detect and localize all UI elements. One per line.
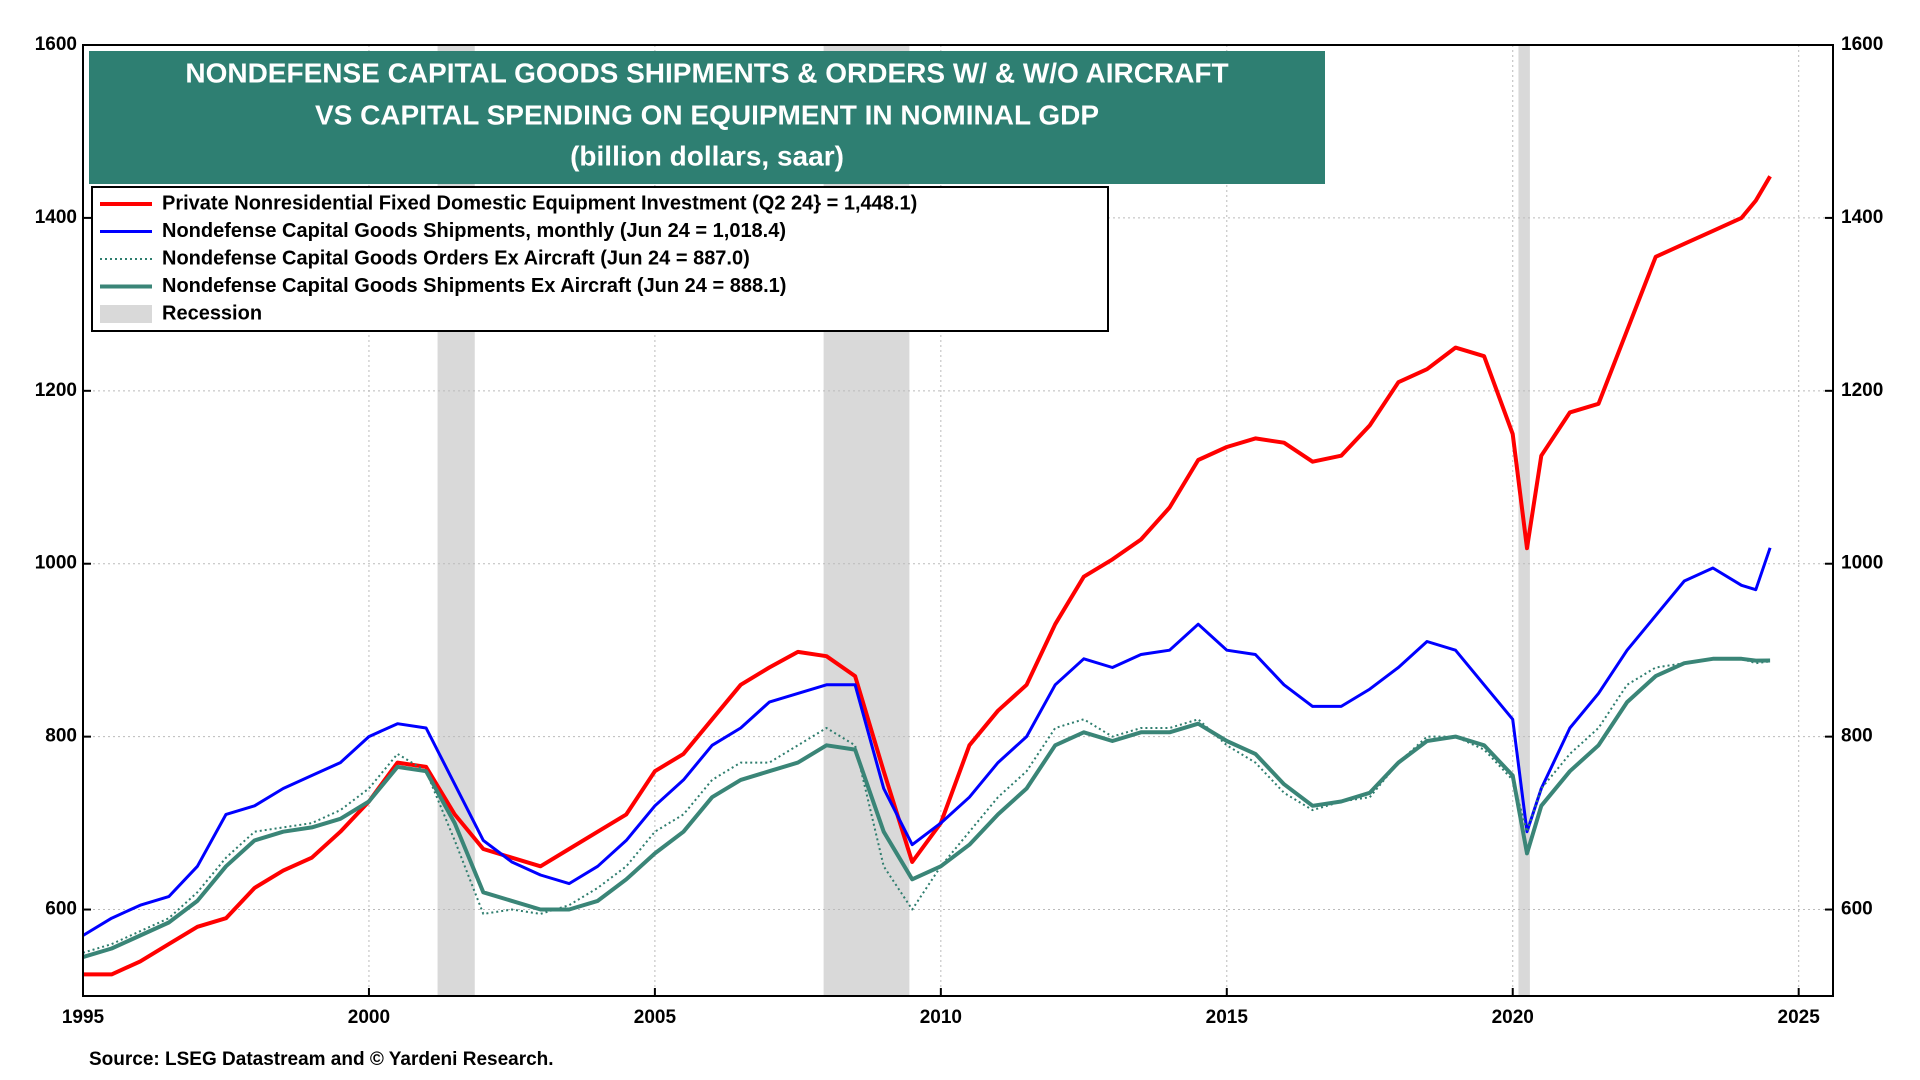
chart-title: VS CAPITAL SPENDING ON EQUIPMENT IN NOMI… bbox=[315, 99, 1099, 130]
chart-subtitle: (billion dollars, saar) bbox=[570, 140, 844, 171]
title-box bbox=[89, 51, 1325, 184]
y-tick-label: 800 bbox=[45, 726, 77, 747]
y2-tick-label: 1000 bbox=[1841, 553, 1883, 574]
x-tick-label: 1995 bbox=[62, 1007, 105, 1028]
y-tick-label: 600 bbox=[45, 899, 77, 920]
x-tick-label: 2010 bbox=[920, 1007, 962, 1028]
legend-label: Private Nonresidential Fixed Domestic Eq… bbox=[162, 192, 917, 214]
y-tick-label: 1000 bbox=[35, 553, 77, 574]
y2-tick-label: 600 bbox=[1841, 899, 1873, 920]
chart-title: NONDEFENSE CAPITAL GOODS SHIPMENTS & ORD… bbox=[185, 57, 1228, 88]
legend-box bbox=[91, 186, 1109, 332]
plot-frame bbox=[82, 44, 1834, 997]
y2-tick-label: 1200 bbox=[1841, 380, 1883, 401]
x-tick-label: 2000 bbox=[348, 1007, 390, 1028]
x-tick-label: 2015 bbox=[1206, 1007, 1249, 1028]
x-tick-label: 2020 bbox=[1492, 1007, 1534, 1028]
x-tick-label: 2025 bbox=[1778, 1007, 1821, 1028]
legend-label: Nondefense Capital Goods Orders Ex Aircr… bbox=[162, 247, 750, 269]
y-tick-label: 1200 bbox=[35, 380, 77, 401]
y-tick-label: 1400 bbox=[35, 207, 77, 228]
legend-label: Recession bbox=[162, 302, 262, 324]
x-tick-label: 2005 bbox=[634, 1007, 677, 1028]
y2-tick-label: 1600 bbox=[1841, 34, 1883, 55]
legend-label: Nondefense Capital Goods Shipments Ex Ai… bbox=[162, 275, 786, 297]
legend-swatch bbox=[100, 305, 152, 323]
series-line bbox=[82, 656, 1771, 960]
source: Source: LSEG Datastream and © Yardeni Re… bbox=[89, 1049, 554, 1070]
series-line bbox=[82, 547, 1772, 937]
y2-tick-label: 1400 bbox=[1841, 207, 1883, 228]
legend-label: Nondefense Capital Goods Shipments, mont… bbox=[162, 220, 786, 242]
y2-tick-label: 800 bbox=[1841, 726, 1873, 747]
y-tick-label: 1600 bbox=[35, 34, 77, 55]
